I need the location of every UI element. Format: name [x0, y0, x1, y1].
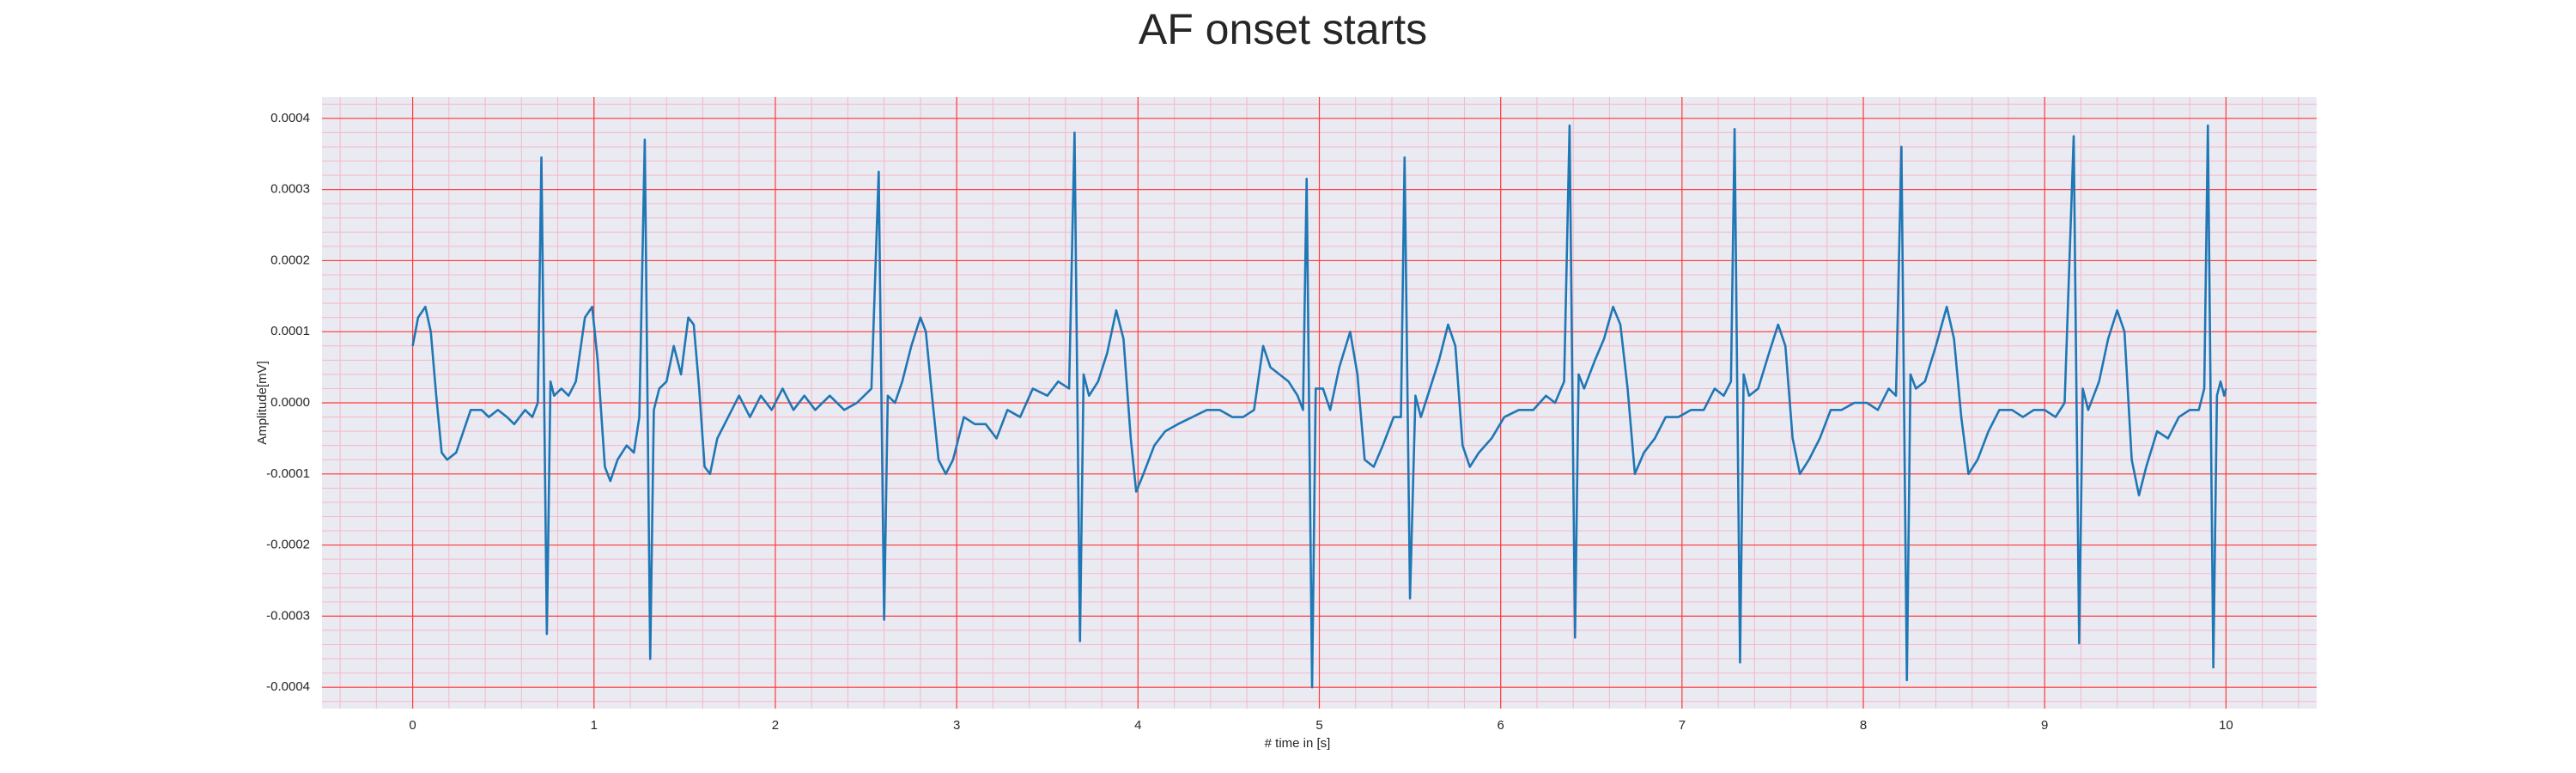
x-tick-label: 2	[772, 718, 779, 733]
grid	[322, 97, 2317, 709]
x-tick-label: 1	[591, 718, 598, 733]
x-tick-label: 9	[2041, 718, 2048, 733]
x-tick-label: 7	[1679, 718, 1686, 733]
ecg-line	[411, 124, 2227, 689]
y-tick-label: 0.0004	[270, 111, 310, 125]
y-tick-label: -0.0004	[266, 679, 310, 694]
data	[411, 124, 2227, 689]
x-tick-label: 4	[1134, 718, 1141, 733]
y-tick-label: 0.0002	[270, 253, 310, 267]
x-axis-label: # time in [s]	[1265, 736, 1331, 751]
y-tick-label: 0.0003	[270, 182, 310, 197]
y-tick-label: -0.0003	[266, 608, 310, 623]
x-tick-label: 3	[953, 718, 960, 733]
y-tick-label: -0.0001	[266, 466, 310, 481]
y-tick-label: 0.0000	[270, 395, 310, 410]
chart-title: AF onset starts	[1139, 5, 1427, 53]
x-tick-label: 0	[409, 718, 416, 733]
x-tick-label: 10	[2219, 718, 2233, 733]
y-tick-label: -0.0002	[266, 538, 310, 552]
x-tick-label: 5	[1315, 718, 1322, 733]
x-tick-label: 8	[1860, 718, 1867, 733]
x-tick-label: 6	[1498, 718, 1504, 733]
y-tick-label: 0.0001	[270, 324, 310, 338]
y-axis-label: Amplitude[mV]	[255, 361, 270, 445]
